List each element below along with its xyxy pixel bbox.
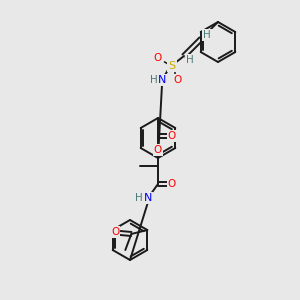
Text: N: N [158, 75, 166, 85]
Text: H: H [150, 75, 158, 85]
Text: N: N [144, 193, 152, 203]
Text: O: O [168, 131, 176, 141]
Text: O: O [154, 145, 162, 155]
Text: O: O [111, 227, 119, 237]
Text: O: O [174, 75, 182, 85]
Text: O: O [154, 53, 162, 63]
Text: H: H [203, 30, 211, 40]
Text: H: H [186, 55, 194, 65]
Text: S: S [168, 61, 175, 71]
Text: O: O [168, 179, 176, 189]
Text: H: H [135, 193, 143, 203]
